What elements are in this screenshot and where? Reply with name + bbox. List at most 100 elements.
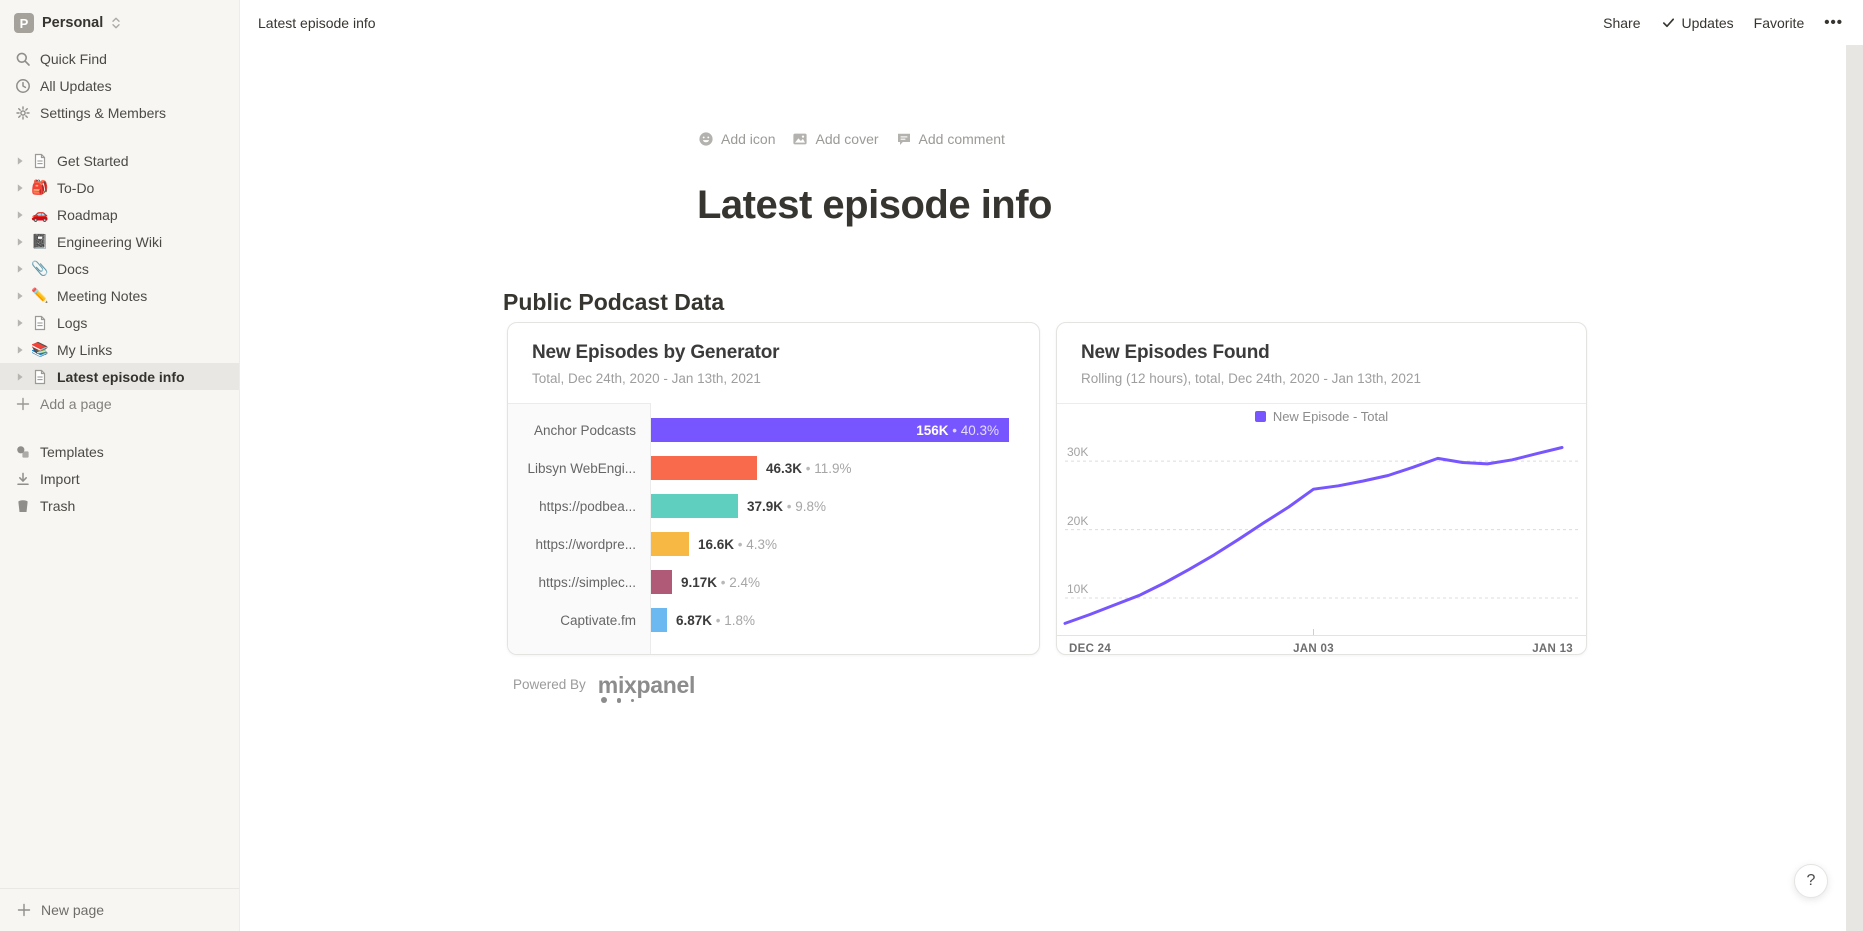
bar-category-label: https://podbea... [539, 498, 636, 514]
toggle-triangle-icon[interactable] [12, 291, 28, 301]
line-chart-header: New Episodes Found Rolling (12 hours), t… [1057, 323, 1586, 403]
sidebar-item-all-updates[interactable]: All Updates [0, 72, 239, 99]
toggle-triangle-icon[interactable] [12, 318, 28, 328]
line-chart-subtitle: Rolling (12 hours), total, Dec 24th, 202… [1081, 371, 1421, 386]
plus-icon [14, 396, 32, 412]
bar-segment[interactable] [651, 532, 689, 556]
more-menu-button[interactable]: ••• [1824, 14, 1843, 31]
sidebar-footer-items: Templates Import Trash [0, 438, 239, 519]
bar-value-label: 46.3K • 11.9% [766, 460, 852, 476]
sidebar-item-label: Roadmap [57, 206, 118, 223]
add-comment-button[interactable]: Add comment [896, 131, 1005, 147]
sidebar-item-label: Meeting Notes [57, 287, 148, 304]
scrollbar[interactable] [1846, 45, 1863, 931]
toggle-triangle-icon[interactable] [12, 372, 28, 382]
sidebar-item-label: Quick Find [40, 50, 107, 67]
share-button[interactable]: Share [1603, 14, 1641, 31]
sidebar-item-logs[interactable]: Logs [0, 309, 239, 336]
sidebar-item-engineering-wiki[interactable]: 📓 Engineering Wiki [0, 228, 239, 255]
bar-chart-subtitle: Total, Dec 24th, 2020 - Jan 13th, 2021 [532, 371, 761, 386]
sidebar-item-my-links[interactable]: 📚 My Links [0, 336, 239, 363]
sidebar-item-label: My Links [57, 341, 113, 358]
sidebar-item-templates[interactable]: Templates [0, 438, 239, 465]
help-button[interactable]: ? [1794, 864, 1828, 898]
bar-category-label: https://wordpre... [535, 536, 636, 552]
section-heading[interactable]: Public Podcast Data [503, 289, 725, 316]
add-a-page-button[interactable]: Add a page [0, 390, 239, 417]
sidebar-item-label: Logs [57, 314, 88, 331]
line-series[interactable] [1063, 446, 1564, 625]
sidebar-item-roadmap[interactable]: 🚗 Roadmap [0, 201, 239, 228]
mixpanel-wordmark: mixpanel [597, 672, 696, 698]
bar-value-label: 37.9K • 9.8% [747, 498, 827, 514]
mixpanel-logo[interactable]: mixpanel [598, 672, 695, 706]
bar-segment[interactable] [651, 456, 757, 480]
workspace-switcher[interactable]: P Personal [0, 9, 239, 37]
bar-segment[interactable] [651, 494, 738, 518]
comment-icon [897, 133, 910, 145]
toggle-triangle-icon[interactable] [12, 264, 28, 274]
bar-category-labels: Anchor Podcasts Libsyn WebEngi... https://… [508, 403, 651, 654]
search-icon [14, 51, 32, 67]
bar-chart-card: New Episodes by Generator Total, Dec 24t… [507, 322, 1040, 655]
clock-icon [14, 78, 32, 94]
toggle-triangle-icon[interactable] [12, 183, 28, 193]
bar-category-label: Anchor Podcasts [533, 422, 636, 438]
new-page-label: New page [41, 902, 105, 918]
sidebar-item-import[interactable]: Import [0, 465, 239, 492]
sidebar-item-label: All Updates [40, 77, 112, 94]
bar-category-label: Captivate.fm [560, 612, 636, 628]
bar-row: 6.87K • 1.8% [651, 601, 1039, 639]
mixpanel-dot [616, 698, 622, 703]
legend-swatch [1254, 411, 1266, 422]
sidebar-item-docs[interactable]: 📎 Docs [0, 255, 239, 282]
add-a-page-label: Add a page [40, 395, 112, 412]
toggle-triangle-icon[interactable] [12, 345, 28, 355]
y-tick-label: 10K [1067, 582, 1089, 597]
sidebar-item-get-started[interactable]: Get Started [0, 147, 239, 174]
sidebar-item-settings-members[interactable]: Settings & Members [0, 99, 239, 126]
docs-emoji-icon: 📎 [31, 260, 49, 276]
bar-segment[interactable] [651, 608, 667, 632]
sidebar-item-label: Get Started [57, 152, 129, 169]
bar-segment[interactable]: 156K • 40.3% [651, 418, 1009, 442]
sidebar-item-label: Import [40, 470, 80, 487]
gear-icon [14, 105, 32, 121]
mixpanel-dot [630, 699, 634, 702]
workspace-name: Personal [42, 15, 104, 31]
sidebar-item-label: Trash [40, 497, 76, 514]
image-icon [793, 133, 808, 145]
toggle-triangle-icon[interactable] [12, 237, 28, 247]
x-tick-label: JAN 03 [1293, 643, 1334, 655]
sidebar-item-to-do[interactable]: 🎒 To-Do [0, 174, 239, 201]
updates-button[interactable]: Updates [1661, 15, 1734, 31]
line-chart-card: New Episodes Found Rolling (12 hours), t… [1056, 322, 1587, 655]
main-content: Latest episode info Share Updates Favori… [240, 0, 1863, 931]
line-chart-title: New Episodes Found [1081, 342, 1270, 363]
page-title[interactable]: Latest episode info [697, 182, 1053, 227]
sidebar-item-latest-episode-info[interactable]: Latest episode info [0, 363, 239, 390]
sidebar-item-trash[interactable]: Trash [0, 492, 239, 519]
new-page-button[interactable]: New page [0, 888, 239, 931]
sidebar-item-meeting-notes[interactable]: ✏️ Meeting Notes [0, 282, 239, 309]
bar-chart-plot: Anchor Podcasts Libsyn WebEngi... https://… [508, 403, 1039, 654]
templates-icon [14, 444, 32, 460]
add-cover-button[interactable]: Add cover [792, 131, 879, 147]
breadcrumb: Latest episode info [258, 14, 376, 31]
bar-chart-header: New Episodes by Generator Total, Dec 24t… [508, 323, 1039, 403]
add-icon-button[interactable]: Add icon [698, 131, 775, 147]
chart-legend: New Episode - Total [1057, 403, 1586, 429]
sidebar-controls: Quick Find All Updates Settings & Members [0, 45, 239, 126]
y-tick-label: 30K [1067, 445, 1089, 460]
bar-series: 156K • 40.3% 46.3K • 11.9% 37.9K • 9.8% 16.… [651, 403, 1039, 654]
bar-row: 16.6K • 4.3% [651, 525, 1039, 563]
toggle-triangle-icon[interactable] [12, 156, 28, 166]
toggle-triangle-icon[interactable] [12, 210, 28, 220]
sidebar-item-label: To-Do [57, 179, 95, 196]
sidebar-item-quick-find[interactable]: Quick Find [0, 45, 239, 72]
legend-label[interactable]: New Episode - Total [1272, 409, 1389, 424]
bar-segment[interactable] [651, 570, 672, 594]
topbar-actions: Share Updates Favorite ••• [1603, 14, 1843, 31]
favorite-button[interactable]: Favorite [1753, 14, 1805, 31]
